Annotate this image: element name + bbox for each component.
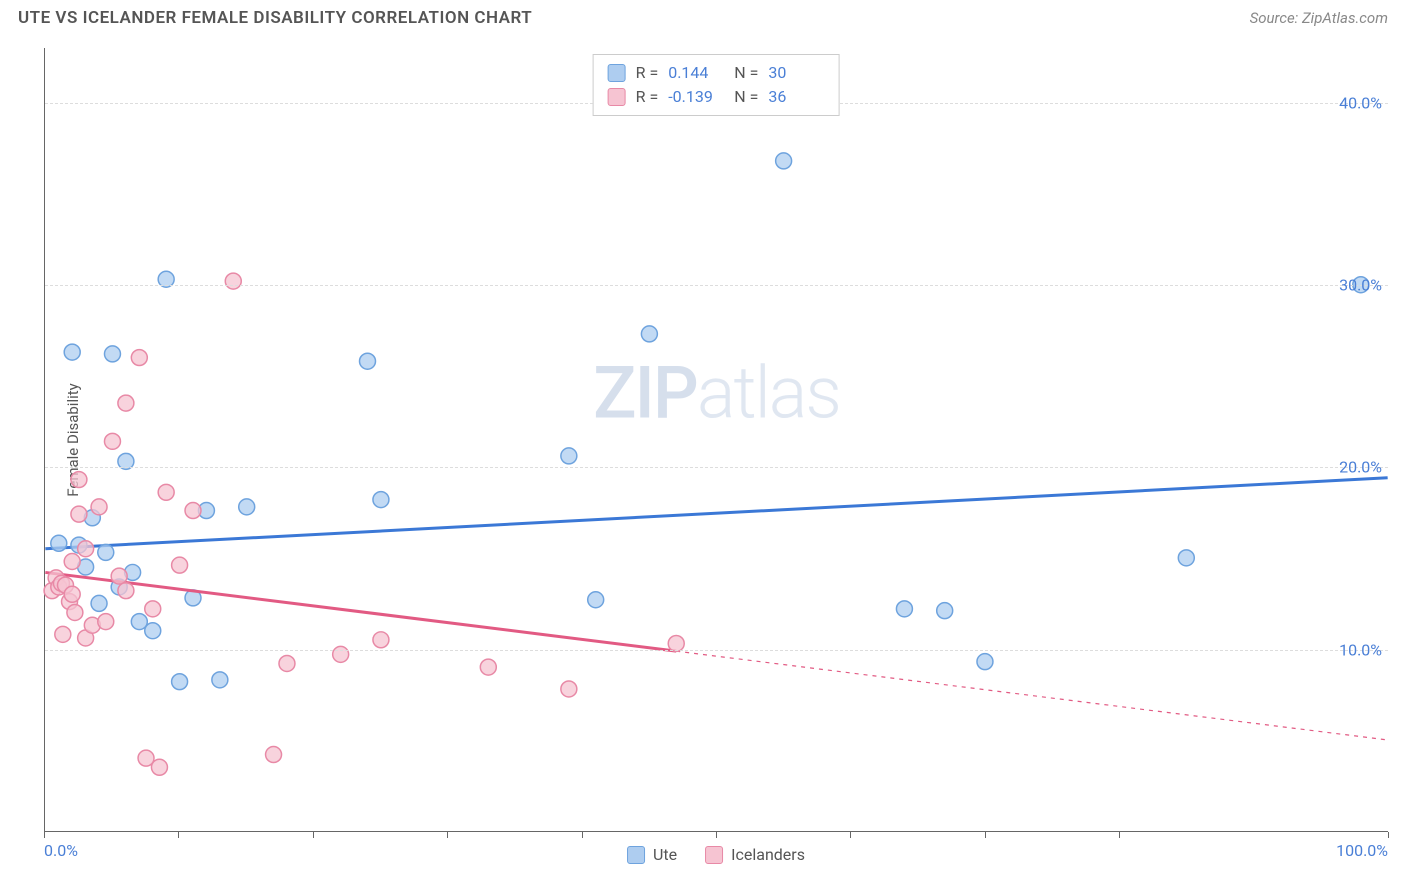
scatter-point — [64, 586, 80, 602]
y-tick-label: 20.0% — [1339, 458, 1382, 477]
scatter-point — [118, 583, 134, 599]
series-swatch — [608, 64, 626, 82]
scatter-point — [158, 484, 174, 500]
scatter-point — [91, 499, 107, 515]
y-tick-label: 10.0% — [1339, 640, 1382, 659]
gridline-h — [45, 285, 1388, 286]
scatter-point — [212, 672, 228, 688]
scatter-point — [64, 554, 80, 570]
stats-row: R = -0.139 N = 36 — [608, 85, 825, 109]
x-tick-label: 0.0% — [44, 841, 78, 860]
n-value: 30 — [768, 61, 824, 85]
scatter-point — [104, 346, 120, 362]
n-label: N = — [734, 85, 758, 109]
scatter-point — [776, 153, 792, 169]
r-label: R = — [636, 85, 659, 109]
scatter-point — [977, 654, 993, 670]
chart-title: UTE VS ICELANDER FEMALE DISABILITY CORRE… — [18, 8, 532, 28]
x-tick — [582, 832, 583, 838]
legend-swatch — [627, 846, 645, 864]
n-label: N = — [734, 61, 758, 85]
scatter-point — [641, 326, 657, 342]
scatter-point — [185, 503, 201, 519]
scatter-point — [279, 655, 295, 671]
x-tick — [1388, 832, 1389, 838]
legend-label: Ute — [653, 845, 677, 864]
trend-line-dashed — [676, 651, 1387, 740]
x-tick — [850, 832, 851, 838]
scatter-point — [91, 595, 107, 611]
trend-line — [45, 572, 676, 651]
x-tick — [447, 832, 448, 838]
stats-legend-box: R = 0.144 N = 30 R = -0.139 N = 36 — [593, 54, 840, 116]
legend-item: Icelanders — [705, 845, 805, 864]
scatter-point — [225, 273, 241, 289]
scatter-point — [98, 614, 114, 630]
legend-label: Icelanders — [731, 845, 805, 864]
scatter-plot-svg — [45, 48, 1388, 831]
scatter-point — [172, 674, 188, 690]
r-value: 0.144 — [668, 61, 724, 85]
x-tick — [313, 832, 314, 838]
bottom-legend: Ute Icelanders — [627, 845, 805, 864]
scatter-point — [360, 353, 376, 369]
n-value: 36 — [768, 85, 824, 109]
scatter-point — [588, 592, 604, 608]
scatter-point — [131, 350, 147, 366]
x-tick — [44, 832, 45, 838]
scatter-point — [67, 604, 83, 620]
x-tick-label: 100.0% — [1336, 841, 1388, 860]
scatter-point — [145, 601, 161, 617]
scatter-point — [118, 395, 134, 411]
scatter-point — [98, 544, 114, 560]
scatter-point — [111, 568, 127, 584]
plot-area: ZIPatlas 10.0%20.0%30.0%40.0% — [44, 48, 1388, 832]
stats-row: R = 0.144 N = 30 — [608, 61, 825, 85]
scatter-point — [131, 614, 147, 630]
scatter-point — [896, 601, 912, 617]
r-value: -0.139 — [668, 85, 724, 109]
r-label: R = — [636, 61, 659, 85]
scatter-point — [373, 492, 389, 508]
scatter-point — [71, 506, 87, 522]
scatter-point — [937, 603, 953, 619]
scatter-point — [373, 632, 389, 648]
scatter-point — [1178, 550, 1194, 566]
scatter-point — [104, 433, 120, 449]
scatter-point — [266, 747, 282, 763]
scatter-point — [172, 557, 188, 573]
x-tick — [716, 832, 717, 838]
x-tick — [985, 832, 986, 838]
source-credit: Source: ZipAtlas.com — [1250, 9, 1388, 27]
scatter-point — [480, 659, 496, 675]
gridline-h — [45, 650, 1388, 651]
series-swatch — [608, 88, 626, 106]
scatter-point — [51, 535, 67, 551]
scatter-point — [561, 681, 577, 697]
scatter-point — [55, 626, 71, 642]
legend-swatch — [705, 846, 723, 864]
scatter-point — [78, 541, 94, 557]
legend-item: Ute — [627, 845, 677, 864]
chart-container: Female Disability ZIPatlas 10.0%20.0%30.… — [44, 48, 1388, 832]
y-tick-label: 40.0% — [1339, 93, 1382, 112]
scatter-point — [64, 344, 80, 360]
scatter-point — [151, 759, 167, 775]
scatter-point — [561, 448, 577, 464]
x-tick — [178, 832, 179, 838]
scatter-point — [239, 499, 255, 515]
x-tick — [1119, 832, 1120, 838]
gridline-h — [45, 467, 1388, 468]
y-tick-label: 30.0% — [1339, 276, 1382, 295]
scatter-point — [71, 472, 87, 488]
